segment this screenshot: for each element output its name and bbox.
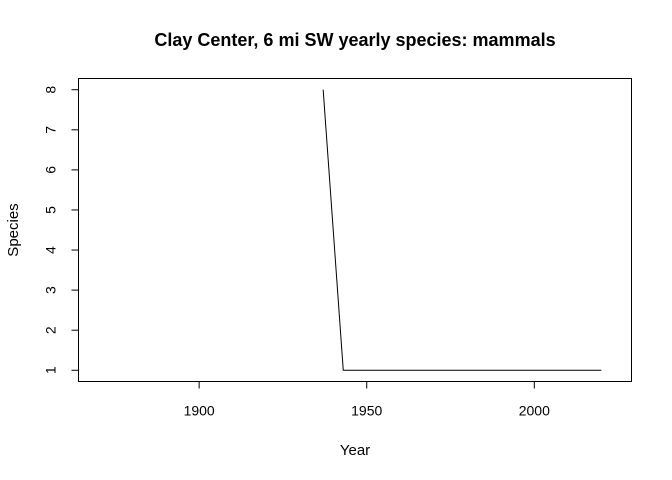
- y-axis: 1 2 3 4 5 6 7 8: [43, 86, 79, 374]
- y-tick-label: 1: [43, 366, 59, 374]
- x-tick-label: 2000: [519, 403, 550, 419]
- x-tick-label: 1950: [351, 403, 382, 419]
- y-tick-label: 8: [43, 86, 59, 94]
- series-line-0: [322, 89, 602, 371]
- y-tick-label: 6: [43, 166, 59, 174]
- y-axis-label: Species: [5, 203, 22, 256]
- y-tick-label: 5: [43, 206, 59, 214]
- plot-frame: [78, 78, 632, 382]
- x-axis: 1900 1950 2000: [184, 381, 550, 419]
- y-tick-label: 7: [43, 126, 59, 134]
- x-tick-label: 1900: [184, 403, 215, 419]
- x-axis-label: Year: [340, 442, 370, 459]
- series-layer: [322, 89, 602, 371]
- y-tick-label: 2: [43, 326, 59, 334]
- y-tick-label: 4: [43, 246, 59, 254]
- chart-title: Clay Center, 6 mi SW yearly species: mam…: [154, 30, 555, 50]
- y-tick-label: 3: [43, 286, 59, 294]
